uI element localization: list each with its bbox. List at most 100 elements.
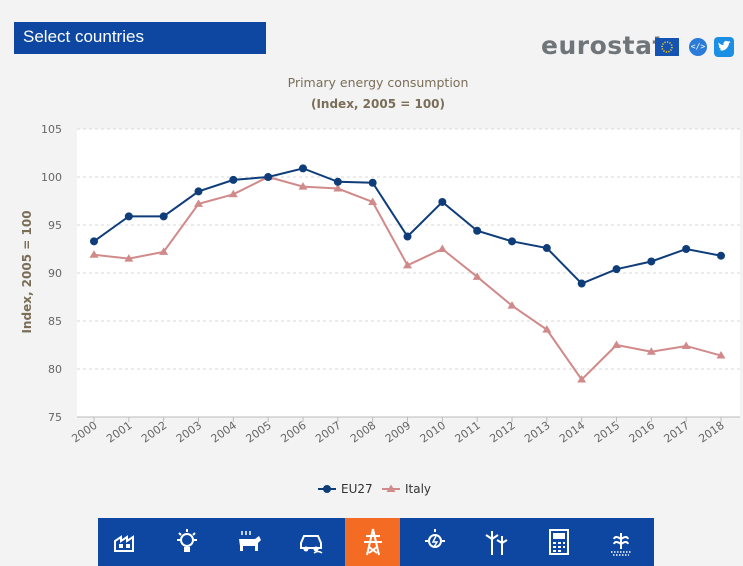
category-taxes[interactable]	[531, 518, 586, 566]
car-emissions-icon	[299, 535, 322, 554]
chart-svg: Primary energy consumption (Index, 2005 …	[20, 75, 740, 496]
embed-code-icon[interactable]: </>	[689, 38, 707, 56]
point-eu27-2007[interactable]	[333, 177, 342, 186]
y-tick-labels: 75 80 85 90 95 100 105	[41, 123, 62, 424]
y-tick-80: 80	[48, 363, 62, 376]
eurostat-logo: eurostat	[541, 31, 665, 60]
point-italy-2000[interactable]	[89, 250, 99, 258]
point-italy-2007[interactable]	[333, 184, 343, 192]
y-tick-95: 95	[48, 219, 62, 232]
point-eu27-2005[interactable]	[264, 173, 273, 181]
point-italy-2014[interactable]	[577, 375, 587, 383]
chart-subtitle: (Index, 2005 = 100)	[311, 97, 445, 111]
legend-eu27-marker	[323, 485, 331, 493]
point-eu27-2008[interactable]	[368, 178, 377, 187]
category-lightbulb[interactable]	[159, 518, 214, 566]
calculator-percent-icon	[548, 529, 569, 555]
point-italy-2002[interactable]	[159, 247, 169, 255]
x-tick-2002: 2002	[139, 419, 169, 446]
y-tick-90: 90	[48, 267, 62, 280]
lightbulb-icon	[176, 529, 197, 552]
point-eu27-2000[interactable]	[90, 237, 98, 246]
point-italy-2018[interactable]	[716, 351, 726, 359]
point-italy-2010[interactable]	[437, 244, 447, 253]
point-eu27-2011[interactable]	[473, 226, 482, 235]
point-italy-2013[interactable]	[542, 325, 552, 333]
x-tick-2012: 2012	[487, 419, 517, 446]
power-pylon-icon	[363, 528, 382, 556]
point-italy-2015[interactable]	[612, 340, 621, 349]
industry-home-icon	[113, 535, 134, 552]
category-electricity[interactable]	[345, 518, 400, 566]
legend[interactable]: EU27 Italy	[318, 482, 431, 496]
y-tick-100: 100	[41, 171, 62, 184]
point-italy-2008[interactable]	[368, 197, 378, 205]
x-tick-2015: 2015	[592, 419, 622, 446]
x-tick-labels: 2000 2001 2002 2003 2004 2005 2006 2007 2008 2009…	[69, 417, 727, 446]
point-eu27-2015[interactable]	[612, 265, 621, 274]
y-tick-85: 85	[48, 315, 62, 328]
category-renewables[interactable]	[469, 518, 524, 566]
gridlines	[77, 128, 740, 370]
x-tick-2018: 2018	[696, 419, 726, 446]
category-energy-efficiency[interactable]	[407, 518, 462, 566]
point-italy-2004[interactable]	[228, 189, 238, 198]
wind-turbines-icon	[484, 531, 508, 555]
point-italy-2016[interactable]	[646, 347, 656, 355]
category-agriculture[interactable]	[593, 518, 648, 566]
point-eu27-2001[interactable]	[124, 212, 133, 221]
point-eu27-2010[interactable]	[438, 197, 447, 206]
x-tick-2009: 2009	[383, 419, 413, 446]
x-tick-2000: 2000	[69, 419, 99, 446]
x-tick-2014: 2014	[557, 419, 587, 446]
point-italy-2017[interactable]	[681, 341, 691, 349]
x-tick-2001: 2001	[104, 419, 134, 446]
y-axis-label: Index, 2005 = 100	[20, 210, 34, 333]
twitter-icon[interactable]	[714, 37, 734, 57]
category-icon-bar	[98, 518, 654, 566]
x-tick-2010: 2010	[418, 419, 448, 446]
point-italy-2006[interactable]	[298, 182, 308, 190]
point-italy-2001[interactable]	[124, 254, 134, 262]
cow-livestock-icon	[238, 531, 261, 551]
legend-italy-label[interactable]: Italy	[405, 482, 431, 496]
legend-eu27-label[interactable]: EU27	[341, 482, 373, 496]
y-tick-75: 75	[48, 411, 62, 424]
x-tick-2006: 2006	[278, 419, 308, 446]
x-tick-2017: 2017	[661, 419, 691, 446]
series-group	[89, 164, 726, 383]
point-eu27-2018[interactable]	[717, 251, 725, 260]
x-tick-2016: 2016	[627, 419, 657, 446]
point-eu27-2017[interactable]	[682, 245, 691, 253]
category-livestock[interactable]	[221, 518, 276, 566]
point-italy-2012[interactable]	[507, 301, 517, 309]
point-eu27-2013[interactable]	[542, 244, 551, 253]
point-eu27-2006[interactable]	[299, 164, 307, 173]
x-tick-2004: 2004	[209, 419, 239, 446]
energy-bulb-icon	[424, 529, 445, 548]
crop-field-icon	[610, 533, 631, 556]
select-countries-button[interactable]: Select countries	[14, 22, 266, 54]
x-tick-2007: 2007	[313, 419, 343, 446]
point-eu27-2012[interactable]	[508, 237, 516, 246]
x-tick-2011: 2011	[452, 419, 482, 446]
chart-title: Primary energy consumption	[288, 75, 469, 90]
x-tick-2013: 2013	[522, 419, 552, 446]
y-tick-105: 105	[41, 123, 62, 136]
point-italy-2011[interactable]	[472, 272, 482, 280]
point-eu27-2009[interactable]	[403, 232, 412, 241]
point-eu27-2014[interactable]	[577, 279, 586, 288]
point-italy-2003[interactable]	[194, 199, 203, 207]
x-tick-2008: 2008	[348, 419, 378, 446]
category-industry-home[interactable]	[98, 518, 153, 566]
x-tick-2003: 2003	[174, 419, 204, 446]
legend-italy-marker	[386, 484, 396, 492]
point-italy-2009[interactable]	[403, 260, 412, 269]
point-eu27-2016[interactable]	[647, 257, 656, 266]
point-eu27-2003[interactable]	[194, 187, 203, 196]
point-eu27-2004[interactable]	[229, 175, 238, 184]
x-tick-2005: 2005	[243, 419, 273, 446]
eu-flag-icon	[655, 38, 679, 56]
category-transport[interactable]	[283, 518, 338, 566]
point-eu27-2002[interactable]	[159, 212, 168, 221]
